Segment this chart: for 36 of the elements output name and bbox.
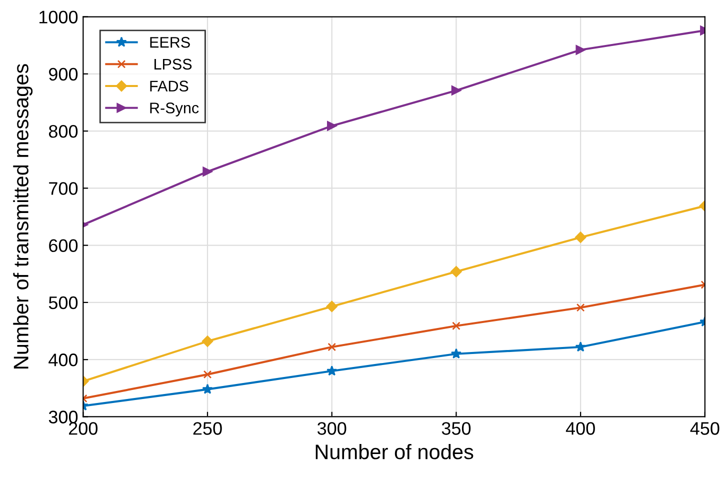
x-axis-title: Number of nodes (316, 444, 474, 460)
x-tick-label: 450 (690, 422, 720, 435)
y-tick-label: 800 (48, 124, 78, 138)
legend-label: FADS (150, 80, 188, 92)
x-tick-label: 250 (193, 422, 222, 435)
y-tick-label: 300 (48, 410, 78, 424)
point (326, 365, 338, 376)
point (576, 45, 586, 55)
point (328, 342, 336, 352)
point (450, 266, 462, 278)
point (450, 348, 462, 359)
point (203, 370, 212, 379)
point (574, 232, 586, 243)
point (452, 322, 460, 330)
y-tick-label: 600 (49, 239, 78, 252)
legend-label: R-Sync (150, 102, 199, 116)
point (326, 121, 337, 131)
point (451, 86, 462, 96)
legend-label: LPSS (154, 58, 192, 70)
legend-label: EERS (150, 36, 190, 48)
y-tick-label: 700 (49, 182, 78, 195)
y-tick-label: 1000 (40, 10, 78, 24)
point (202, 336, 214, 347)
point (576, 303, 585, 312)
point (202, 384, 213, 394)
y-tick-label: 900 (49, 68, 78, 81)
y-axis-title: Number of transmitted messages (13, 64, 33, 368)
y-tick-label: 500 (48, 296, 78, 310)
x-tick-label: 300 (317, 422, 346, 435)
x-tick-label: 400 (566, 422, 595, 435)
point (575, 341, 586, 352)
x-tick-label: 200 (68, 422, 98, 435)
y-tick-label: 400 (48, 354, 78, 366)
point (326, 300, 338, 312)
x-tick-label: 350 (442, 422, 471, 435)
point (202, 166, 212, 176)
